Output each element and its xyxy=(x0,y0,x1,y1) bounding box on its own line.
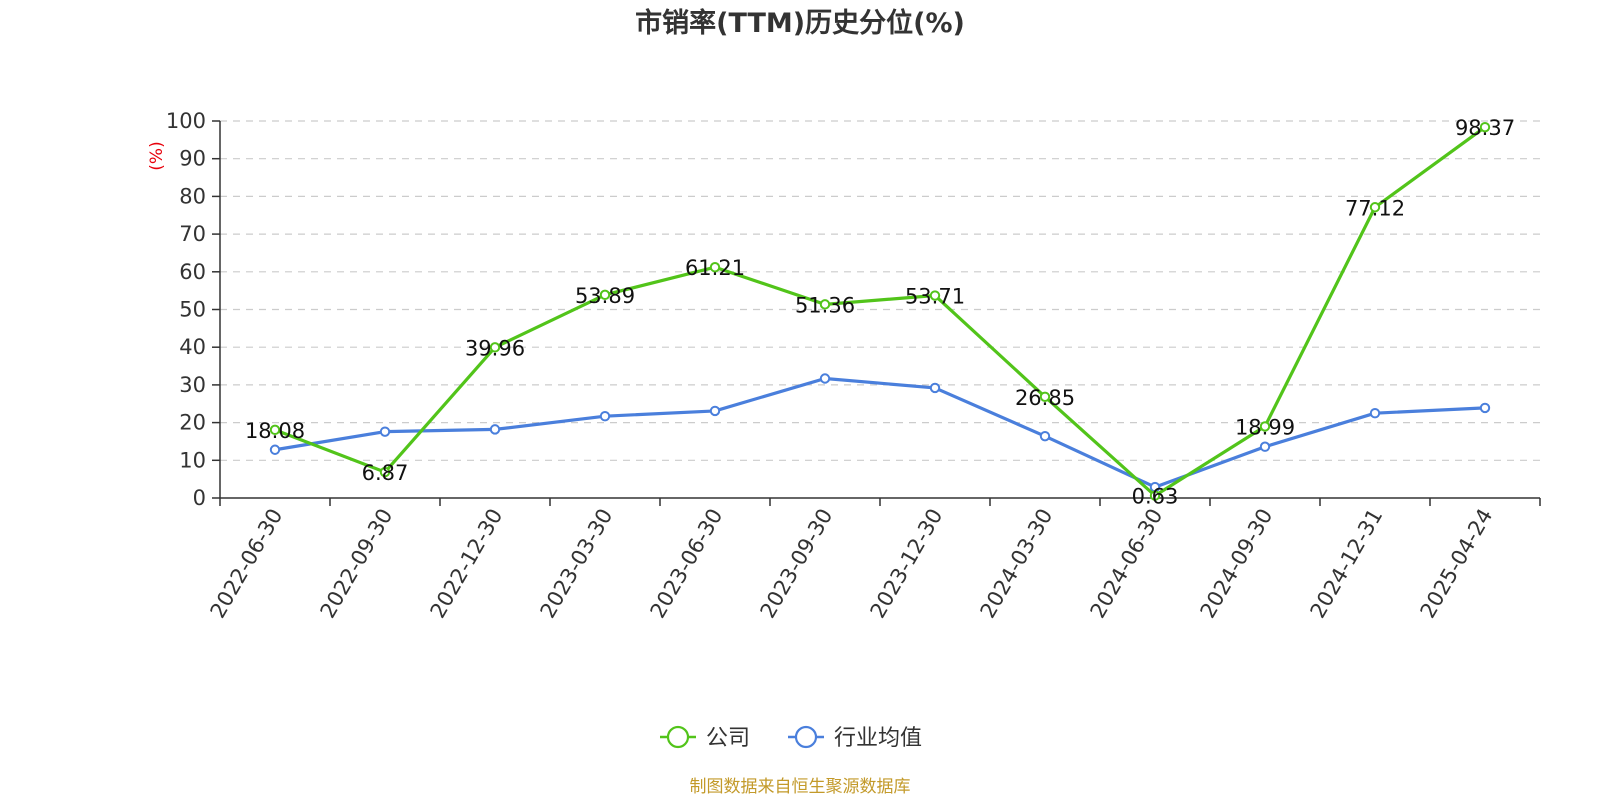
data-point xyxy=(599,289,611,301)
y-tick-label: 100 xyxy=(166,109,206,133)
data-label: 77.12 xyxy=(1345,196,1405,220)
data-label: 0.63 xyxy=(1132,485,1179,509)
x-tick-label: 2024-09-30 xyxy=(1196,505,1278,623)
data-point xyxy=(599,410,611,422)
data-point xyxy=(269,444,281,455)
data-point xyxy=(1039,391,1051,402)
data-point xyxy=(489,342,501,353)
x-tick-label: 2025-04-24 xyxy=(1416,505,1498,623)
y-tick-label: 10 xyxy=(179,448,206,472)
x-tick-label: 2022-12-30 xyxy=(426,505,508,623)
y-tick-label: 90 xyxy=(179,147,206,171)
data-point xyxy=(1149,490,1161,501)
axes xyxy=(212,120,1541,506)
data-label: 53.71 xyxy=(905,285,965,309)
y-tick-labels: 0 10 20 30 40 50 60 70 80 90 100 xyxy=(166,109,206,510)
legend-marker xyxy=(794,725,818,749)
data-point xyxy=(709,405,721,417)
data-point xyxy=(929,290,941,301)
data-point xyxy=(1039,430,1051,442)
x-tick-labels: 2022-06-30 2022-09-30 2022-12-30 2023-03-30… xyxy=(206,505,1498,623)
data-label: 18.99 xyxy=(1235,415,1295,439)
data-point xyxy=(1259,421,1271,432)
x-tick-label: 2022-09-30 xyxy=(316,505,398,623)
data-label: 6.87 xyxy=(362,461,409,485)
data-label: 39.96 xyxy=(465,336,525,360)
legend-item-1[interactable]: 行业均值 xyxy=(788,725,922,751)
data-point xyxy=(1369,202,1381,213)
y-tick-label: 80 xyxy=(179,184,206,208)
data-point xyxy=(269,424,281,436)
data-point xyxy=(929,382,941,394)
series-lines xyxy=(269,121,1491,501)
x-tick-label: 2023-12-30 xyxy=(866,505,948,623)
series-line-1 xyxy=(274,376,1486,489)
y-tick-label: 70 xyxy=(179,222,206,246)
data-point xyxy=(1479,402,1491,414)
data-point xyxy=(1369,407,1381,419)
x-tick-label: 2023-03-30 xyxy=(536,505,618,623)
data-label: 51.36 xyxy=(795,293,855,317)
y-tick-label: 60 xyxy=(179,260,206,284)
data-label: 53.89 xyxy=(575,284,635,308)
chart-title: 市销率(TTM)历史分位(%) xyxy=(635,7,965,39)
x-tick-label: 2023-06-30 xyxy=(646,505,728,623)
data-label: 26.85 xyxy=(1015,386,1075,410)
y-tick-label: 30 xyxy=(179,373,206,397)
data-label: 61.21 xyxy=(685,256,745,280)
data-label: 18.08 xyxy=(245,419,305,443)
y-tick-label: 0 xyxy=(193,486,206,510)
series-line-0 xyxy=(274,125,1486,498)
x-tick-label: 2022-06-30 xyxy=(206,505,288,623)
gridlines xyxy=(220,120,1540,461)
y-tick-label: 40 xyxy=(179,335,206,359)
data-point xyxy=(819,373,831,384)
x-tick-label: 2024-03-30 xyxy=(976,505,1058,623)
y-axis-label: (%) xyxy=(147,141,167,170)
source-note: 制图数据来自恒生聚源数据库 xyxy=(690,777,911,797)
legend[interactable]: 公司 行业均值 xyxy=(660,725,922,751)
data-point xyxy=(819,299,831,310)
data-point xyxy=(489,424,501,435)
legend-label: 行业均值 xyxy=(834,726,922,751)
y-tick-label: 20 xyxy=(179,411,206,435)
x-tick-label: 2024-06-30 xyxy=(1086,505,1168,623)
y-tick-label: 50 xyxy=(179,298,206,322)
x-tick-label: 2023-09-30 xyxy=(756,505,838,623)
data-point xyxy=(1259,441,1271,452)
x-tick-label: 2024-12-31 xyxy=(1306,505,1388,623)
data-point xyxy=(379,466,391,478)
legend-marker xyxy=(666,725,690,749)
data-point xyxy=(709,262,721,273)
data-point xyxy=(1479,121,1491,133)
data-label: 98.37 xyxy=(1455,116,1515,140)
data-labels: 18.08 6.87 39.96 53.89 61.21 51.36 53.71 26.85 0… xyxy=(245,116,1515,508)
legend-label: 公司 xyxy=(706,726,750,751)
data-point xyxy=(379,426,391,437)
legend-item-0[interactable]: 公司 xyxy=(660,725,750,751)
